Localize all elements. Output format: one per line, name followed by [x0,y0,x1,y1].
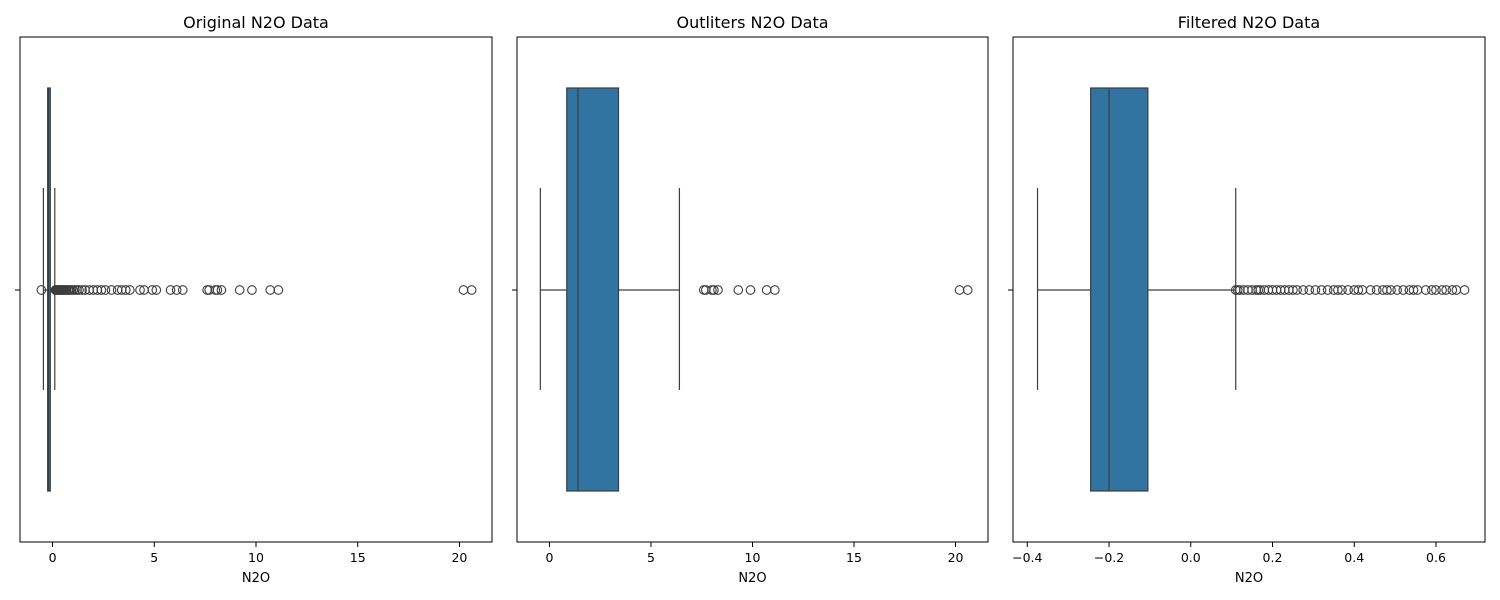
x-tick-label: 0 [546,550,554,565]
x-tick-label: 0.6 [1426,550,1446,565]
x-axis-label: N2O [1235,571,1263,586]
outlier-point [1316,285,1327,295]
outlier-point [458,285,469,295]
x-tick-label: 15 [350,550,366,565]
outlier-point [745,285,756,295]
x-tick-label: 0.2 [1263,550,1283,565]
outlier-point [100,285,111,295]
outlier-point [1427,285,1437,295]
x-tick-label: 5 [647,550,655,565]
chart-title: Original N2O Data [183,13,329,32]
outlier-point [1408,285,1419,295]
outlier-point [212,285,223,295]
outlier-point [171,285,182,295]
x-axis-label: N2O [738,571,766,586]
outlier-point [273,285,284,295]
outlier-point [1333,285,1343,295]
outlier-point [265,285,276,295]
x-tick-label: 10 [745,550,761,565]
outlier-point [151,285,162,295]
x-tick-label: 20 [451,550,467,565]
outlier-point [1310,285,1321,295]
outlier-point [125,285,135,295]
x-tick-label: 15 [846,550,862,565]
outlier-point [1437,285,1447,295]
outlier-point [74,285,84,295]
chart-panel-3: Filtered N2O Data −0.4 −0.2 0.0 0.2 0.4 0.6 N2O [1008,13,1486,586]
x-tick-label: 20 [948,550,964,565]
x-tick-label: 0 [49,550,57,565]
outlier-point [1322,285,1333,295]
chart-title: Outliters N2O Data [676,13,828,32]
outlier-point [247,285,257,295]
outlier-point [761,285,772,295]
outlier-point [165,285,176,295]
outlier-point [1382,285,1392,295]
chart-panel-1: Original N2O Data 0 5 10 15 20 N2O [15,13,493,586]
outlier-point [147,285,158,295]
outlier-point [202,285,213,295]
outlier-point [962,285,973,295]
outlier-point [1292,285,1302,295]
outlier-point [36,285,47,295]
outlier-point [1343,285,1353,295]
outlier-point [1441,285,1452,295]
outlier-point [1365,285,1376,295]
outlier-point [216,285,227,295]
outlier-point [1398,285,1409,295]
outlier-point [1392,285,1402,295]
iqr-box [1090,87,1149,492]
outlier-point [709,285,719,295]
outlier-point [1447,285,1458,295]
outlier-point [1353,285,1364,295]
outlier-point [120,285,131,295]
outlier-point [769,285,780,295]
outlier-point [713,285,723,295]
outlier-point [135,285,145,295]
outlier-point [234,285,245,295]
outlier-point [698,285,709,295]
x-tick-label: 0.0 [1181,550,1201,565]
outlier-point [466,285,477,295]
x-tick-label: 0.4 [1344,550,1364,565]
x-tick-label: −0.2 [1094,550,1124,565]
outlier-point [1431,285,1441,295]
outlier-point [733,285,744,295]
x-tick-label: −0.4 [1012,550,1042,565]
outlier-point [1371,285,1382,295]
outlier-point [1337,285,1347,295]
outlier-point [106,285,117,295]
outlier-point [96,285,107,295]
iqr-box [566,87,620,492]
outlier-point [1420,285,1431,295]
outlier-point [1288,285,1298,295]
chart-title: Filtered N2O Data [1178,13,1320,32]
x-tick-label: 10 [248,550,264,565]
outlier-point [1386,285,1396,295]
outlier-point [77,285,87,295]
x-tick-label: 5 [150,550,158,565]
outlier-point [1304,285,1315,295]
outlier-point [1298,285,1308,295]
outlier-point [954,285,965,295]
outlier-point [177,285,188,295]
outlier-point [1459,285,1470,295]
x-axis-label: N2O [242,571,270,586]
chart-panel-2: Outliters N2O Data 0 5 10 15 20 N2O [512,13,989,586]
